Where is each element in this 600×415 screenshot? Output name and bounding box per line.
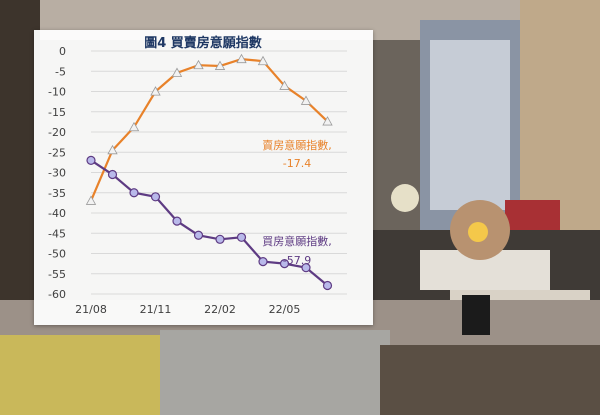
data-point-triangle (300, 95, 312, 105)
data-point-circle (129, 188, 139, 198)
line-chart: 0 -5 -10 -15 -20 -25 -30 -35 -40 -45 -50 -55 -60 21/… (48, 35, 347, 316)
series-end-label-value: -17.4 (283, 157, 311, 170)
data-point-triangle (128, 121, 140, 132)
y-tick-label: -15 (48, 106, 66, 119)
data-point-triangle (85, 195, 97, 205)
data-point-circle (279, 259, 290, 269)
y-tick-label: -25 (48, 146, 66, 159)
x-tick-label: 21/11 (140, 303, 172, 316)
series-end-label-name: 買房意願指數, (262, 234, 332, 248)
data-point-triangle (236, 53, 247, 64)
data-point-triangle (279, 80, 290, 90)
data-point-triangle (257, 55, 269, 66)
x-tick-label: 21/08 (75, 303, 107, 316)
y-tick-label: -50 (48, 248, 66, 261)
data-point-triangle (171, 67, 183, 77)
data-point-circle (150, 192, 161, 202)
data-point-circle (107, 169, 118, 180)
data-point-circle (322, 280, 333, 291)
y-tick-label: -35 (48, 187, 66, 200)
x-tick-label: 22/05 (269, 303, 301, 316)
data-point-triangle (214, 60, 226, 70)
data-point-circle (193, 230, 204, 240)
x-tick-label: 22/02 (204, 303, 236, 316)
data-point-circle (301, 263, 311, 273)
series-end-label-name: 賣房意願指數, (262, 138, 332, 152)
data-point-triangle (150, 86, 161, 96)
data-point-circle (258, 257, 268, 267)
data-point-triangle (193, 59, 204, 70)
series-line-1 (89, 57, 329, 202)
data-point-circle (215, 234, 225, 244)
data-point-circle (236, 232, 247, 242)
y-tick-label: -20 (48, 126, 66, 139)
y-tick-label: -10 (48, 86, 66, 99)
y-tick-label: -55 (48, 268, 66, 281)
chart-panel: 0 -5 -10 -15 -20 -25 -30 -35 -40 -45 -50 -55 -60 21/… (34, 30, 373, 325)
data-point-triangle (322, 116, 333, 126)
y-tick-label: -5 (55, 65, 66, 78)
y-tick-label: 0 (59, 45, 66, 58)
data-point-circle (86, 155, 96, 165)
series-end-label-value: -57.9 (283, 254, 311, 267)
y-tick-label: -30 (48, 167, 66, 180)
data-point-circle (172, 216, 182, 226)
y-tick-label: -45 (48, 227, 66, 240)
chart-title: 圖4 買賣房意願指數 (144, 35, 262, 51)
y-tick-label: -40 (48, 207, 66, 220)
data-point-triangle (107, 144, 118, 155)
y-tick-label: -60 (48, 288, 66, 301)
